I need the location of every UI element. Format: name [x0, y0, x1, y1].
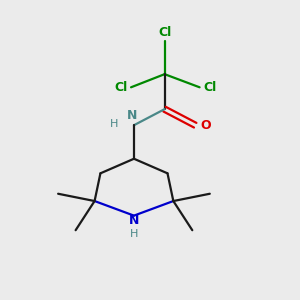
Text: Cl: Cl — [158, 26, 171, 39]
Text: O: O — [200, 119, 211, 132]
Text: H: H — [130, 229, 138, 239]
Text: Cl: Cl — [203, 81, 216, 94]
Text: Cl: Cl — [114, 81, 128, 94]
Text: N: N — [127, 109, 138, 122]
Text: H: H — [110, 119, 118, 129]
Text: N: N — [129, 214, 139, 227]
